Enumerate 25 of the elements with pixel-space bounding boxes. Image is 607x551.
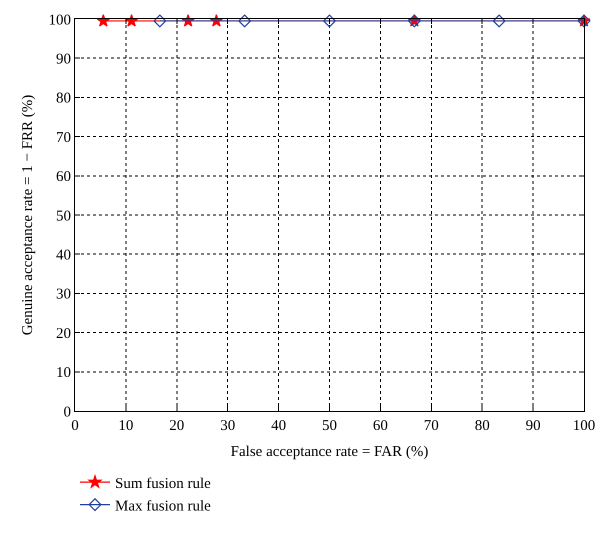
x-axis-title: False acceptance rate = FAR (%)	[230, 444, 428, 460]
y-tick-label: 90	[56, 51, 71, 68]
y-tick-label: 60	[56, 169, 71, 186]
x-tick-label: 90	[526, 418, 541, 434]
x-tick-label: 50	[322, 418, 337, 434]
y-tick-label: 10	[56, 365, 71, 382]
y-tick-label: 70	[56, 130, 71, 146]
x-tick-label: 80	[474, 418, 490, 434]
x-tick-label: 20	[169, 418, 184, 434]
y-tick-label: 0	[64, 404, 71, 420]
x-tick-label: 10	[118, 418, 134, 434]
legend-label: Max fusion rule	[115, 498, 212, 514]
x-tick-label: 100	[572, 418, 596, 434]
x-tick-label: 70	[424, 418, 439, 434]
x-tick-label: 40	[271, 418, 286, 434]
y-tick-label: 100	[48, 12, 71, 28]
y-tick-label: 30	[56, 286, 71, 303]
x-tick-label: 60	[372, 418, 388, 434]
legend-label: Sum fusion rule	[115, 476, 212, 492]
y-tick-label: 50	[56, 208, 71, 224]
y-tick-label: 40	[56, 247, 71, 264]
y-tick-label: 20	[56, 326, 71, 342]
x-tick-label: 30	[220, 418, 236, 434]
y-tick-label: 80	[56, 90, 71, 107]
y-axis-title: Genuine acceptance rate = 1 − FRR (%)	[20, 94, 36, 336]
